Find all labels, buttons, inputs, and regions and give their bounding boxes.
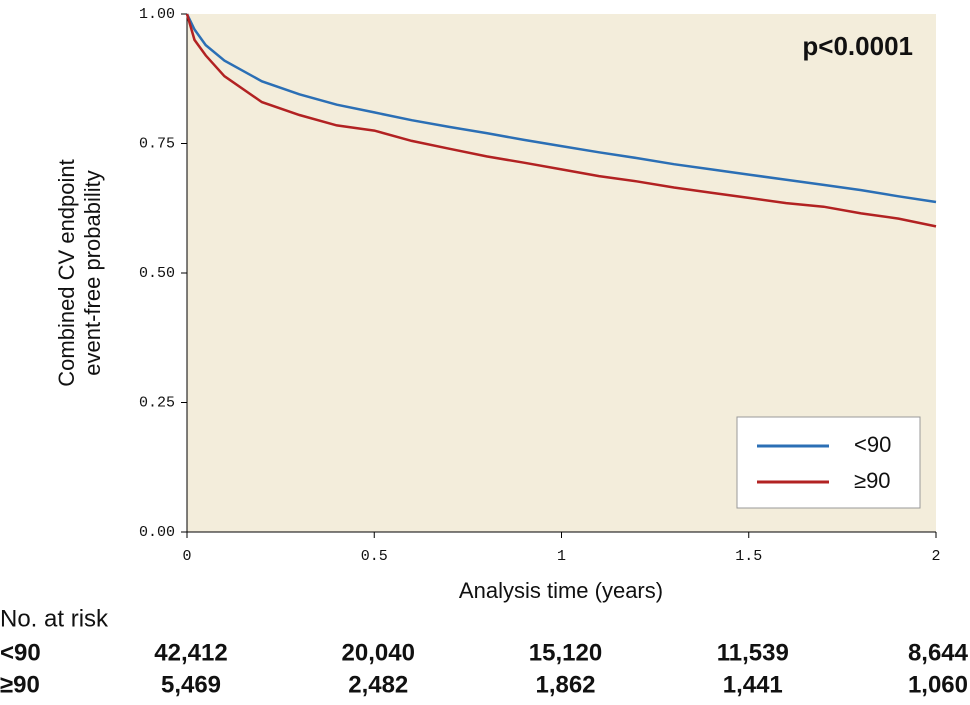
risk-count: 42,412 bbox=[154, 639, 227, 666]
risk-count: 2,482 bbox=[348, 671, 408, 698]
legend-label: ≥90 bbox=[854, 468, 891, 493]
x-tick-label: 1.5 bbox=[735, 548, 762, 565]
risk-count: 1,862 bbox=[535, 671, 595, 698]
y-tick-label: 1.00 bbox=[139, 6, 175, 23]
risk-row-label: <90 bbox=[0, 639, 41, 666]
p-value: p<0.0001 bbox=[802, 31, 913, 61]
risk-count: 1,060 bbox=[908, 671, 968, 698]
risk-count: 1,441 bbox=[723, 671, 783, 698]
y-tick-label: 0.50 bbox=[139, 265, 175, 282]
legend-label: <90 bbox=[854, 432, 891, 457]
y-tick-label: 0.25 bbox=[139, 394, 175, 411]
x-axis-title: Analysis time (years) bbox=[459, 578, 663, 603]
risk-count: 11,539 bbox=[717, 639, 789, 666]
x-tick-label: 1 bbox=[557, 548, 566, 565]
survival-curve bbox=[185, 13, 937, 228]
y-axis-title: event-free probability bbox=[80, 170, 105, 375]
legend-box bbox=[736, 416, 921, 509]
risk-count: 8,644 bbox=[908, 639, 969, 666]
x-tick-label: 0 bbox=[182, 548, 191, 565]
risk-count: 5,469 bbox=[161, 671, 221, 698]
x-tick-label: 2 bbox=[931, 548, 940, 565]
y-tick-label: 0.00 bbox=[139, 524, 175, 541]
y-axis-title: Combined CV endpoint bbox=[54, 159, 79, 386]
risk-count: 15,120 bbox=[529, 639, 602, 666]
survival-curve bbox=[185, 13, 937, 204]
risk-title: No. at risk bbox=[0, 605, 109, 632]
x-tick-label: 0.5 bbox=[361, 548, 388, 565]
risk-row-label: ≥90 bbox=[0, 671, 40, 698]
risk-count: 20,040 bbox=[342, 639, 415, 666]
y-tick-label: 0.75 bbox=[139, 135, 175, 152]
